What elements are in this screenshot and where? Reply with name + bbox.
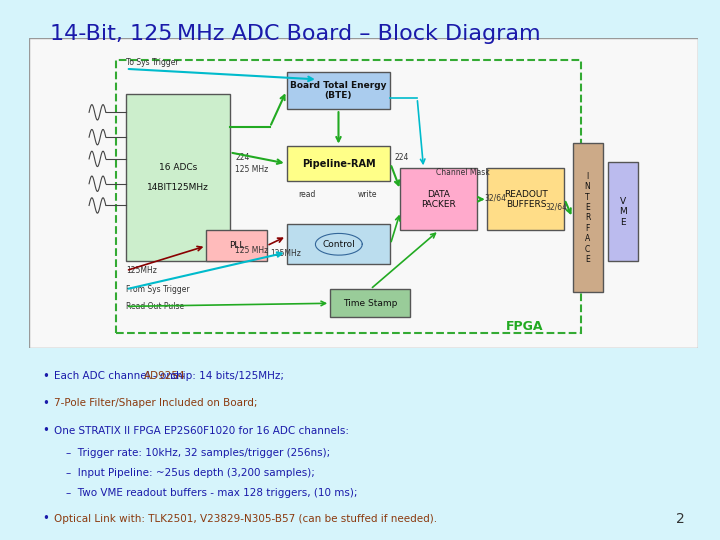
Bar	[126, 94, 230, 261]
Text: Pipeline-RAM: Pipeline-RAM	[302, 159, 375, 168]
Text: Board Total Energy
(BTE): Board Total Energy (BTE)	[290, 81, 387, 100]
Text: chip: 14 bits/125MHz;: chip: 14 bits/125MHz;	[167, 371, 284, 381]
Text: 224: 224	[235, 153, 249, 162]
Text: 32/64: 32/64	[484, 193, 506, 202]
Text: Time Stamp: Time Stamp	[343, 299, 397, 308]
Text: •: •	[42, 397, 49, 410]
Text: To Sys Trigger: To Sys Trigger	[126, 58, 179, 67]
Bar	[116, 59, 581, 333]
Text: Channel Mask: Channel Mask	[436, 168, 490, 177]
Bar	[287, 146, 390, 180]
Text: 125 MHz: 125 MHz	[235, 165, 269, 174]
Text: 224: 224	[395, 153, 409, 162]
Text: AD9254: AD9254	[143, 371, 185, 381]
Text: Control: Control	[322, 240, 355, 249]
Text: I
N
T
E
R
F
A
C
E: I N T E R F A C E	[585, 172, 590, 264]
Bar	[287, 72, 390, 109]
Text: write: write	[357, 190, 377, 199]
Bar	[206, 230, 266, 261]
Text: DATA
PACKER: DATA PACKER	[421, 190, 456, 209]
Text: •: •	[42, 424, 49, 437]
Text: 32/64: 32/64	[546, 202, 568, 212]
Bar	[330, 289, 410, 317]
Bar	[572, 144, 603, 293]
Text: read: read	[298, 190, 315, 199]
Text: PLL: PLL	[229, 241, 244, 251]
Text: READOUT
BUFFERS: READOUT BUFFERS	[504, 190, 548, 209]
Text: From Sys Trigger: From Sys Trigger	[126, 285, 189, 294]
Text: FPGA: FPGA	[505, 320, 543, 333]
Bar	[287, 224, 390, 265]
Text: –  Trigger rate: 10kHz, 32 samples/trigger (256ns);: – Trigger rate: 10kHz, 32 samples/trigge…	[66, 448, 330, 458]
Text: Each ADC channel - one: Each ADC channel - one	[54, 371, 183, 381]
Text: V
M
E: V M E	[619, 197, 627, 227]
Text: –  Input Pipeline: ~25us depth (3,200 samples);: – Input Pipeline: ~25us depth (3,200 sam…	[66, 468, 315, 478]
Bar	[400, 168, 477, 230]
Text: Optical Link with: TLK2501, V23829-N305-B57 (can be stuffed if needed).: Optical Link with: TLK2501, V23829-N305-…	[54, 514, 437, 524]
Text: –  Two VME readout buffers - max 128 triggers, (10 ms);: – Two VME readout buffers - max 128 trig…	[66, 489, 357, 498]
Bar	[608, 162, 638, 261]
Text: 125 MHz: 125 MHz	[235, 246, 269, 255]
Text: Read Out Pulse: Read Out Pulse	[126, 302, 184, 311]
Text: 16 ADCs

14BIT125MHz: 16 ADCs 14BIT125MHz	[147, 163, 209, 192]
Bar	[487, 168, 564, 230]
Text: •: •	[42, 512, 49, 525]
Text: 2: 2	[676, 512, 685, 526]
Text: 14-Bit, 125 MHz ADC Board – Block Diagram: 14-Bit, 125 MHz ADC Board – Block Diagra…	[50, 24, 541, 44]
Text: •: •	[42, 369, 49, 383]
Text: 7-Pole Filter/Shaper Included on Board;: 7-Pole Filter/Shaper Included on Board;	[54, 399, 258, 408]
Text: 125MHz: 125MHz	[270, 249, 301, 258]
Text: One STRATIX II FPGA EP2S60F1020 for 16 ADC channels:: One STRATIX II FPGA EP2S60F1020 for 16 A…	[54, 426, 349, 436]
Text: 125MHz: 125MHz	[126, 266, 157, 275]
